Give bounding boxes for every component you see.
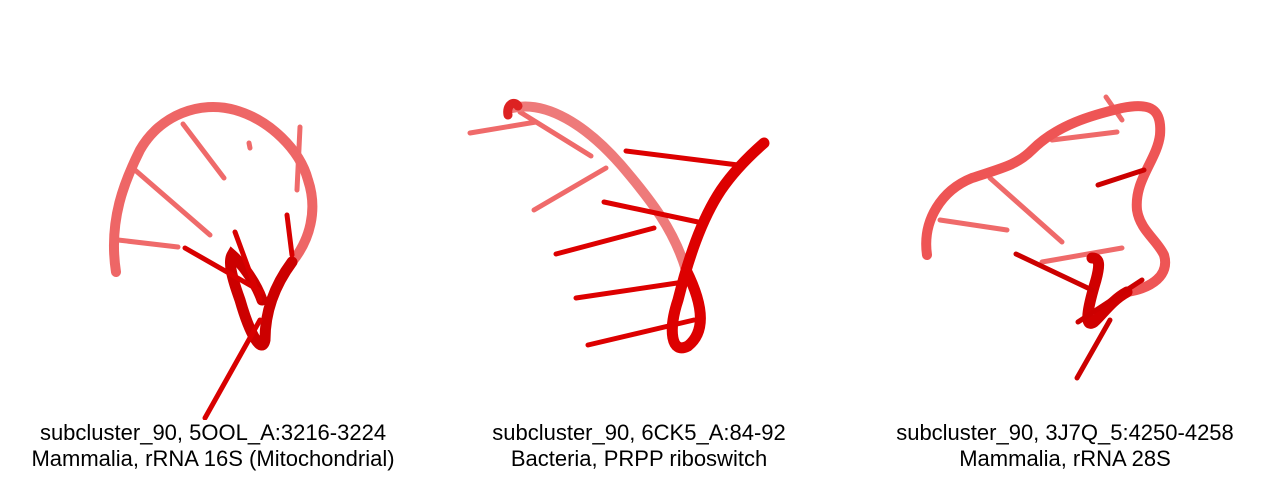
caption-id-line: subcluster_90, 5OOL_A:3216-3224 xyxy=(39,420,387,445)
base-sticks-back xyxy=(937,94,1125,265)
base-sticks-front xyxy=(553,148,741,348)
backbone-lower xyxy=(666,137,770,354)
caption-id-line: subcluster_90, 6CK5_A:84-92 xyxy=(492,420,786,445)
caption-desc-line: Mammalia, rRNA 28S xyxy=(959,446,1171,471)
structure-panel-2: subcluster_90, 6CK5_A:84-92 Bacteria, PR… xyxy=(426,0,852,480)
base-sticks-back xyxy=(467,109,609,213)
caption-desc-line: Mammalia, rRNA 16S (Mitochondrial) xyxy=(31,446,395,471)
backbone-tip xyxy=(503,98,523,120)
rna-structure-3j7q xyxy=(921,94,1171,381)
base-sticks-front xyxy=(182,212,295,420)
base-sticks-back xyxy=(115,121,303,250)
caption-id-line: subcluster_90, 3J7Q_5:4250-4258 xyxy=(896,420,1234,445)
backbone-lower xyxy=(1082,252,1133,329)
caption-2: subcluster_90, 6CK5_A:84-92 Bacteria, PR… xyxy=(426,420,852,472)
backbone-upper xyxy=(921,101,1171,297)
base-sticks-front xyxy=(1013,167,1147,381)
backbone-lower xyxy=(224,246,298,351)
caption-desc-line: Bacteria, PRPP riboswitch xyxy=(510,446,768,471)
rna-structure-5ool xyxy=(108,101,318,420)
structure-panel-1: subcluster_90, 5OOL_A:3216-3224 Mammalia… xyxy=(0,0,426,480)
backbone-upper xyxy=(108,101,318,277)
backbone-upper xyxy=(507,101,691,275)
rna-structure-6ck5 xyxy=(467,98,770,354)
structure-panel-3: subcluster_90, 3J7Q_5:4250-4258 Mammalia… xyxy=(852,0,1278,480)
caption-3: subcluster_90, 3J7Q_5:4250-4258 Mammalia… xyxy=(852,420,1278,472)
caption-1: subcluster_90, 5OOL_A:3216-3224 Mammalia… xyxy=(0,420,426,472)
